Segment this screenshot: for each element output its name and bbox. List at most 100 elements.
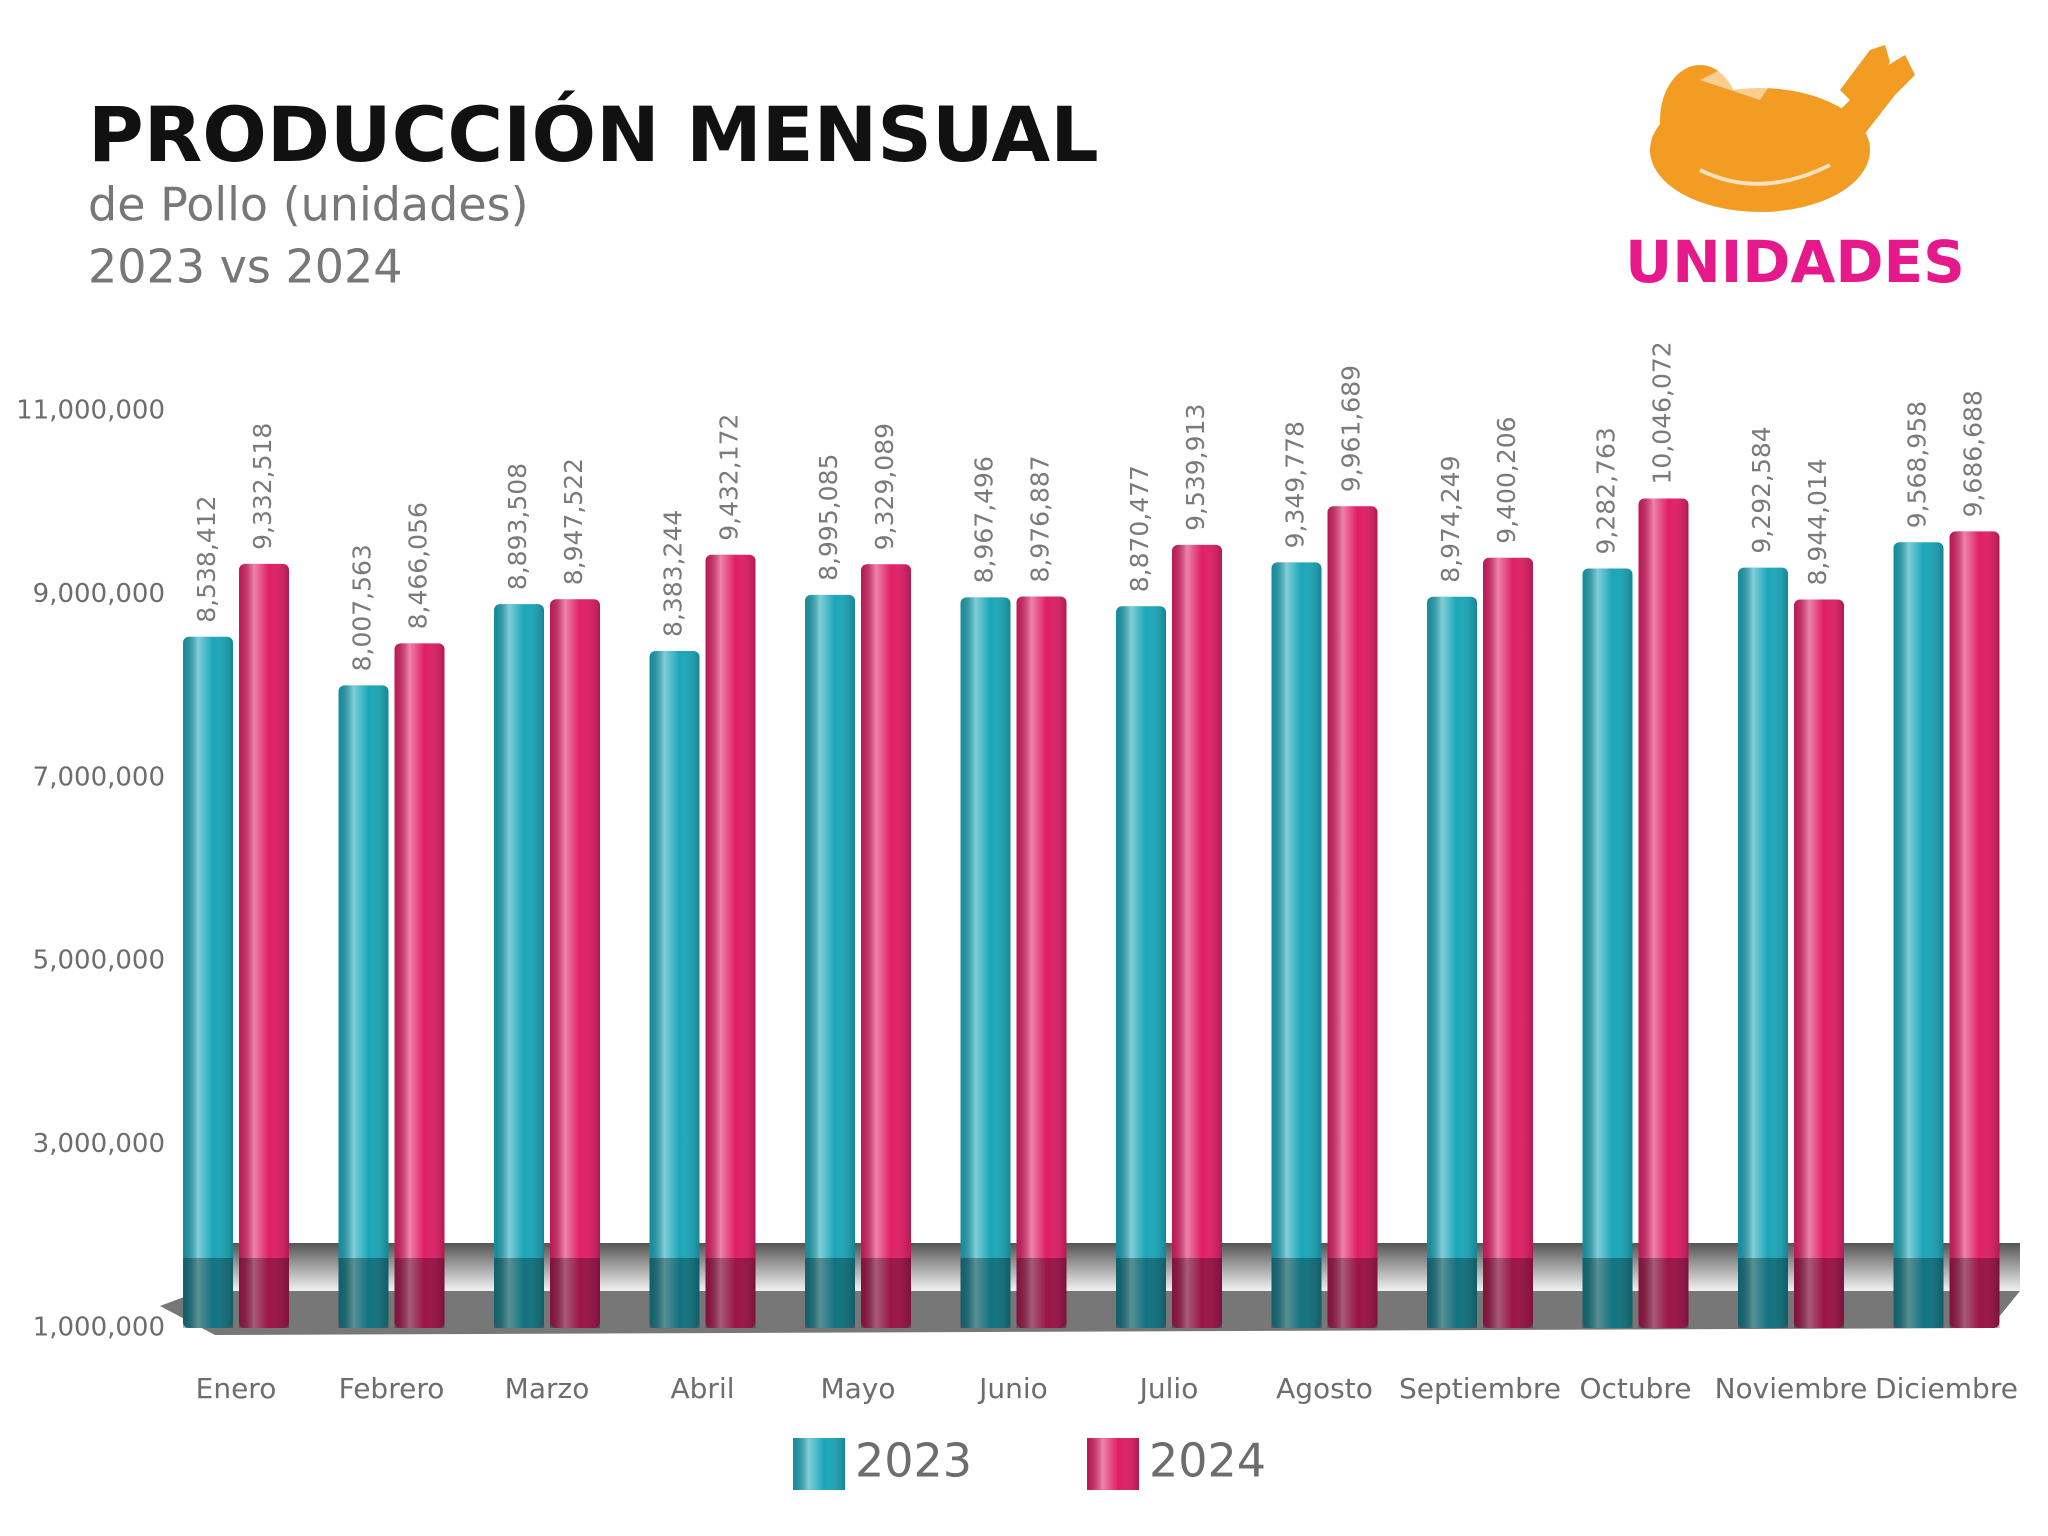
bar-shadow <box>1483 1258 1533 1328</box>
x-tick-label: Agosto <box>1276 1372 1373 1405</box>
chart-title: PRODUCCIÓN MENSUAL <box>88 89 1099 179</box>
y-tick-label: 7,000,000 <box>33 762 165 792</box>
bar-shadow <box>550 1258 600 1328</box>
bar-shine <box>805 594 855 1328</box>
value-label: 9,282,763 <box>1592 427 1621 554</box>
bar-shine <box>1327 506 1378 1328</box>
bar-shine <box>705 554 756 1328</box>
value-label: 9,292,584 <box>1747 426 1776 553</box>
x-tick-label: Mayo <box>820 1372 895 1405</box>
bar-shadow <box>1893 1258 1944 1328</box>
bar-shine <box>649 650 700 1328</box>
value-label: 8,967,496 <box>970 456 999 583</box>
value-label: 9,332,518 <box>248 423 277 550</box>
bar-shadow <box>394 1258 445 1328</box>
value-label: 8,893,508 <box>503 463 532 590</box>
bar-shadow <box>494 1258 544 1328</box>
badge: UNIDADES <box>1625 228 1965 296</box>
y-tick-label: 9,000,000 <box>33 579 165 609</box>
bar-shadow <box>1327 1258 1378 1328</box>
bar-shadow <box>1172 1258 1222 1328</box>
value-label: 8,944,014 <box>1803 458 1832 585</box>
bar-shine <box>1016 596 1067 1328</box>
value-label: 9,961,689 <box>1337 365 1366 492</box>
value-label: 9,400,206 <box>1492 416 1521 543</box>
x-tick-label: Febrero <box>339 1372 445 1405</box>
bar-shadow <box>1582 1258 1633 1328</box>
x-tick-label: Enero <box>196 1372 277 1405</box>
x-tick-label: Octubre <box>1579 1372 1691 1405</box>
bar-shine <box>338 685 389 1328</box>
value-label: 8,538,412 <box>192 495 221 622</box>
x-tick-label: Noviembre <box>1715 1372 1868 1405</box>
bar-shadow <box>1427 1258 1477 1328</box>
bar-shadow <box>338 1258 389 1328</box>
value-label: 8,466,056 <box>404 502 433 629</box>
bar-shadow <box>1638 1258 1689 1328</box>
bar-shadow <box>1949 1258 2000 1328</box>
value-label: 10,046,072 <box>1648 341 1677 484</box>
bar-shine <box>960 597 1011 1328</box>
bar-shine <box>1582 568 1633 1328</box>
value-label: 9,349,778 <box>1281 421 1310 548</box>
bar-shadow <box>649 1258 700 1328</box>
bar-shine <box>1949 531 2000 1328</box>
value-label: 8,383,244 <box>659 510 688 637</box>
x-tick-label: Marzo <box>505 1372 590 1405</box>
bar-shine <box>1172 544 1222 1328</box>
value-label: 8,870,477 <box>1125 465 1154 592</box>
bar-shadow <box>1738 1258 1788 1328</box>
value-label: 8,976,887 <box>1026 455 1055 582</box>
x-tick-label: Abril <box>671 1372 735 1405</box>
bar-shine <box>183 636 233 1328</box>
bar-shadow <box>705 1258 756 1328</box>
x-tick-label: Septiembre <box>1399 1372 1561 1405</box>
y-tick-label: 3,000,000 <box>33 1129 165 1159</box>
bar-shine <box>239 563 289 1328</box>
bar-shine <box>861 564 911 1328</box>
bar-shadow <box>1016 1258 1067 1328</box>
bar-shine <box>1893 542 1944 1328</box>
y-tick-label: 11,000,000 <box>16 396 165 426</box>
bar-shadow <box>239 1258 289 1328</box>
bar-shine <box>1483 557 1533 1328</box>
bar-shine <box>394 643 445 1328</box>
y-tick-label: 1,000,000 <box>33 1313 165 1343</box>
bar-shadow <box>861 1258 911 1328</box>
chart-subtitle: de Pollo (unidades) <box>88 178 529 232</box>
value-label: 8,974,249 <box>1436 456 1465 583</box>
value-label: 9,432,172 <box>715 414 744 541</box>
bar-shine <box>1427 596 1477 1328</box>
legend-label: 2024 <box>1149 1434 1266 1488</box>
bar-shadow <box>805 1258 855 1328</box>
bar-shadow <box>1271 1258 1322 1328</box>
value-label: 8,007,563 <box>348 544 377 671</box>
value-label: 9,329,089 <box>870 423 899 550</box>
bar-shine <box>1638 498 1689 1328</box>
value-label: 9,568,958 <box>1903 401 1932 528</box>
bar-shadow <box>1794 1258 1844 1328</box>
bar-shadow <box>183 1258 233 1328</box>
legend-swatch-shine <box>793 1438 845 1490</box>
chart-subtitle: 2023 vs 2024 <box>88 240 403 294</box>
value-label: 9,686,688 <box>1959 390 1988 517</box>
y-tick-label: 5,000,000 <box>33 946 165 976</box>
bar-shine <box>550 599 600 1328</box>
bar-shine <box>1271 562 1322 1328</box>
x-tick-label: Diciembre <box>1875 1372 2018 1405</box>
value-label: 8,947,522 <box>559 458 588 585</box>
bar-shine <box>1738 567 1788 1328</box>
floor-base <box>160 1291 2020 1335</box>
x-tick-label: Julio <box>1138 1372 1199 1405</box>
value-label: 9,539,913 <box>1181 404 1210 531</box>
bar-shine <box>1116 606 1166 1328</box>
legend-swatch-shine <box>1087 1438 1139 1490</box>
legend-label: 2023 <box>855 1434 972 1488</box>
value-label: 8,995,085 <box>814 454 843 581</box>
bar-shine <box>494 604 544 1328</box>
bar-shadow <box>1116 1258 1166 1328</box>
chicken-icon <box>1650 45 1915 212</box>
bar-shine <box>1794 599 1844 1328</box>
x-tick-label: Junio <box>977 1372 1048 1405</box>
